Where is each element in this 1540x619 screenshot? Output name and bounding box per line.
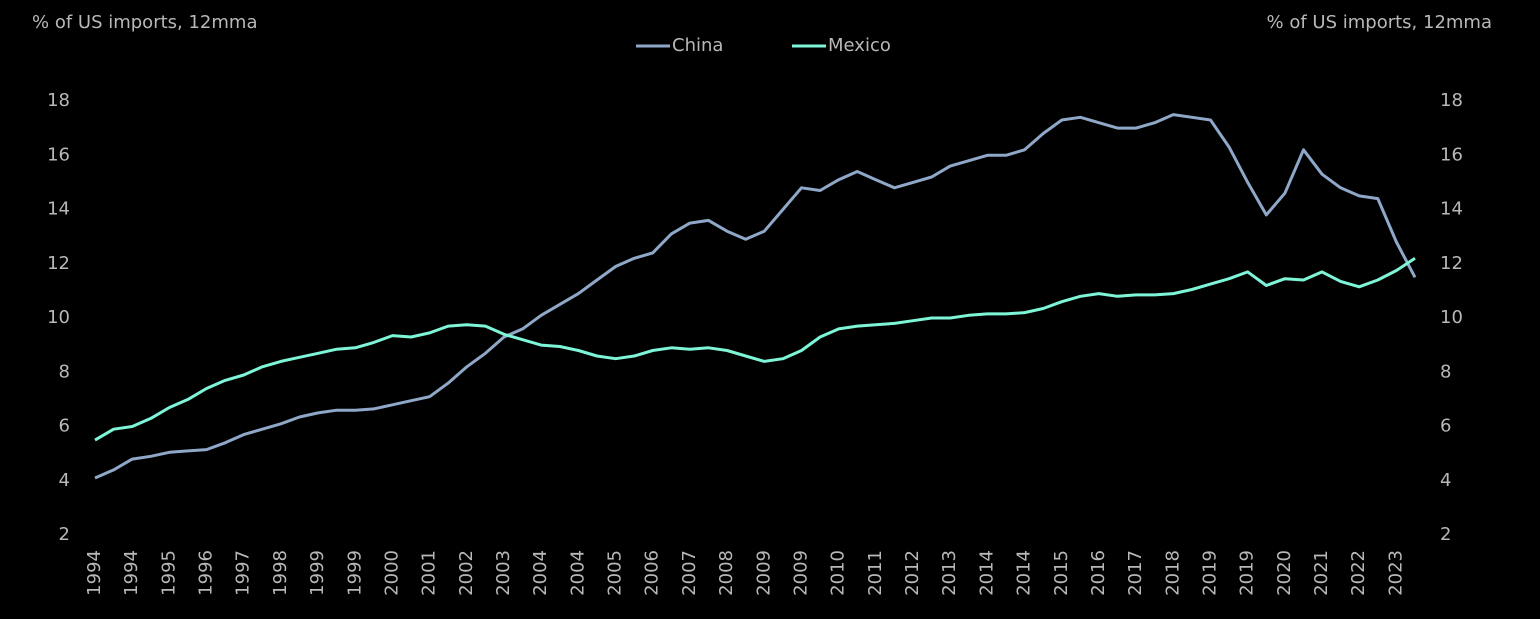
y-tick-label: 16	[47, 144, 70, 165]
y-tick-label: 12	[47, 253, 70, 274]
y2-tick-label: 8	[1440, 361, 1451, 382]
x-tick-label: 2004	[567, 550, 588, 596]
x-tick-label: 2001	[419, 550, 440, 596]
x-tick-label: 2008	[716, 550, 737, 596]
x-tick-label: 2004	[530, 550, 551, 596]
x-tick-label: 2003	[493, 550, 514, 596]
x-tick-label: 2009	[753, 550, 774, 596]
y2-tick-label: 4	[1440, 470, 1451, 491]
x-tick-label: 1994	[84, 550, 105, 596]
series-line	[94, 257, 1416, 442]
x-tick-label: 1994	[121, 550, 142, 596]
legend-label: China	[672, 35, 723, 56]
y2-tick-label: 18	[1440, 90, 1463, 111]
y-tick-label: 6	[59, 416, 70, 437]
y2-tick-label: 12	[1440, 253, 1463, 274]
y-tick-label: 18	[47, 90, 70, 111]
x-tick-label: 1999	[307, 550, 328, 596]
y-axis-title: % of US imports, 12mma	[32, 12, 257, 33]
x-tick-label: 2014	[1014, 550, 1035, 596]
x-tick-label: 2019	[1199, 550, 1220, 596]
x-tick-label: 2000	[381, 550, 402, 596]
legend-label: Mexico	[828, 35, 891, 56]
x-tick-label: 2011	[865, 550, 886, 596]
x-tick-label: 1998	[270, 550, 291, 596]
y-tick-label: 10	[47, 307, 70, 328]
x-tick-label: 2005	[605, 550, 626, 596]
x-tick-label: 1996	[196, 550, 217, 596]
x-tick-label: 2018	[1162, 550, 1183, 596]
x-tick-label: 2020	[1274, 550, 1295, 596]
series-line	[94, 113, 1417, 480]
x-tick-label: 2013	[939, 550, 960, 596]
x-tick-label: 1999	[344, 550, 365, 596]
y2-tick-label: 10	[1440, 307, 1463, 328]
x-tick-label: 2022	[1348, 550, 1369, 596]
x-tick-label: 2010	[828, 550, 849, 596]
x-tick-label: 1995	[158, 550, 179, 596]
x-tick-label: 2015	[1051, 550, 1072, 596]
y-tick-label: 14	[47, 199, 70, 220]
x-tick-label: 2019	[1237, 550, 1258, 596]
y2-axis-title: % of US imports, 12mma	[1267, 12, 1492, 33]
x-tick-label: 2016	[1088, 550, 1109, 596]
x-tick-label: 2006	[642, 550, 663, 596]
y-tick-label: 8	[59, 361, 70, 382]
x-tick-label: 2023	[1385, 550, 1406, 596]
y2-tick-label: 2	[1440, 524, 1451, 545]
x-tick-label: 2021	[1311, 550, 1332, 596]
y2-tick-label: 14	[1440, 199, 1463, 220]
y2-tick-label: 16	[1440, 144, 1463, 165]
x-tick-label: 2007	[679, 550, 700, 596]
x-tick-label: 2009	[790, 550, 811, 596]
x-tick-label: 2014	[976, 550, 997, 596]
y2-tick-label: 6	[1440, 416, 1451, 437]
x-tick-label: 1997	[233, 550, 254, 596]
y-tick-label: 2	[59, 524, 70, 545]
y-tick-label: 4	[59, 470, 70, 491]
x-tick-label: 2017	[1125, 550, 1146, 596]
x-tick-label: 2002	[456, 550, 477, 596]
x-tick-label: 2012	[902, 550, 923, 596]
